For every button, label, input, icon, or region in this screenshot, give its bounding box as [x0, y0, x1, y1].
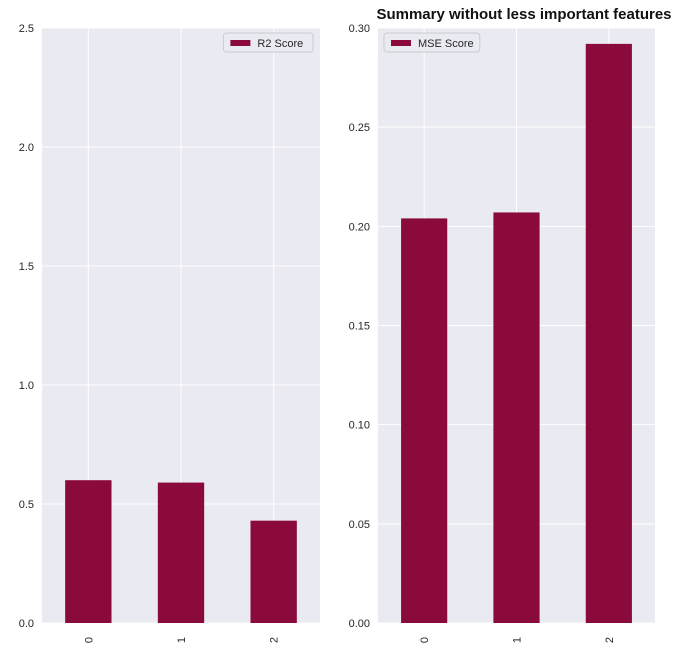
figure-title: Summary without less important features	[376, 6, 671, 23]
r2-bar-1	[157, 482, 205, 623]
r2-x-tick-label: 2	[269, 637, 281, 643]
mse-y-tick-label: 0.10	[349, 420, 370, 432]
r2-legend: R2 Score	[222, 32, 314, 53]
mse-bar-1	[493, 212, 540, 623]
mse-bar-0	[401, 218, 448, 623]
r2-y-tick-label: 1.0	[19, 380, 34, 392]
r2-bar-2	[250, 520, 297, 623]
r2-score-chart: 0.0 0.5 1.0 1.5 2.0 2.5 0 1 2 R2 Score	[19, 23, 320, 643]
r2-x-tick-label: 1	[176, 637, 188, 643]
mse-y-tick-label: 0.20	[349, 221, 370, 233]
mse-legend-box	[383, 32, 481, 53]
mse-legend: MSE Score	[383, 32, 481, 53]
r2-y-tick-label: 0.0	[19, 618, 34, 630]
mse-legend-label: MSE Score	[418, 38, 474, 50]
mse-x-tick-label: 1	[512, 637, 524, 643]
mse-x-tick-label: 2	[604, 637, 616, 643]
mse-x-tick-label: 0	[419, 637, 431, 643]
mse-y-tick-label: 0.30	[349, 23, 370, 35]
r2-bar-0	[65, 480, 112, 623]
r2-legend-label: R2 Score	[257, 38, 303, 50]
r2-y-tick-label: 0.5	[19, 499, 34, 511]
r2-x-tick-label: 0	[83, 637, 95, 643]
mse-y-tick-label: 0.15	[349, 321, 370, 333]
mse-y-tick-label: 0.05	[349, 519, 370, 531]
mse-score-chart: 0.00 0.05 0.10 0.15 0.20 0.25 0.30 0 1 2 MSE Score	[349, 23, 655, 643]
mse-bar-2	[585, 43, 632, 624]
r2-legend-swatch	[230, 40, 251, 46]
r2-y-tick-label: 2.5	[19, 23, 34, 35]
mse-legend-swatch	[391, 40, 411, 46]
r2-legend-box	[222, 32, 314, 53]
mse-y-tick-label: 0.25	[349, 122, 370, 134]
r2-y-tick-label: 1.5	[19, 261, 34, 273]
r2-y-tick-label: 2.0	[19, 142, 34, 154]
mse-y-tick-label: 0.00	[349, 618, 370, 630]
